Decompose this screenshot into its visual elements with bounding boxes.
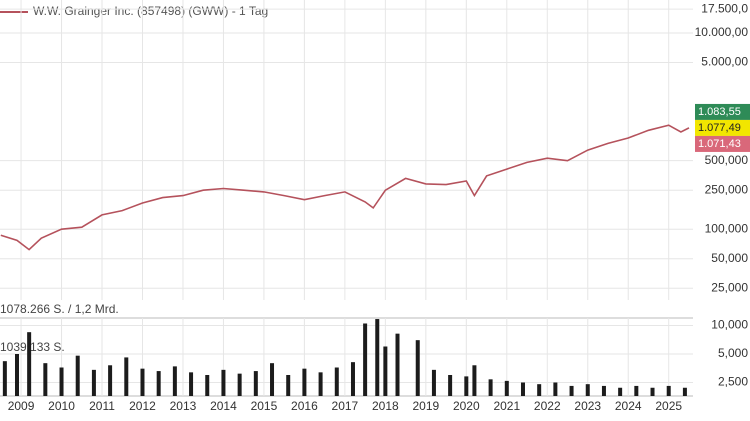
volume-bar — [395, 333, 400, 396]
volume-bar — [504, 380, 509, 396]
y-tick-label: 10,000 — [711, 318, 748, 332]
volume-bar — [2, 361, 7, 396]
volume-bar — [375, 319, 380, 396]
x-tick-label: 2020 — [453, 399, 480, 413]
x-tick-label: 2018 — [372, 399, 399, 413]
volume-bar — [75, 355, 80, 396]
volume-bar — [140, 368, 145, 396]
volume-bar — [601, 385, 606, 396]
y-tick-label: 2,500 — [718, 375, 748, 389]
volume-bar — [415, 340, 420, 396]
y-tick-label: 500,000 — [705, 153, 749, 167]
volume-bar — [618, 387, 623, 396]
x-tick-label: 2022 — [534, 399, 561, 413]
volume-bar — [124, 357, 129, 396]
chart-title: W.W. Grainger Inc. (857498) (GWW) - 1 Ta… — [33, 4, 268, 18]
volume-bar — [363, 323, 368, 396]
volume-bar — [350, 362, 355, 396]
volume-bar — [448, 374, 453, 396]
y-tick-label: 5.000,00 — [701, 55, 748, 69]
volume-bar — [302, 368, 307, 396]
x-tick-label: 2019 — [412, 399, 439, 413]
volume-bar — [205, 374, 210, 396]
volume-bar — [270, 363, 275, 396]
price-label: 1.077,49 — [698, 122, 741, 134]
x-tick-label: 2016 — [291, 399, 318, 413]
x-tick-label: 2012 — [129, 399, 156, 413]
y-tick-label: 50,000 — [711, 251, 748, 265]
volume-bar — [91, 369, 96, 396]
x-tick-label: 2013 — [170, 399, 197, 413]
volume-bar — [585, 384, 590, 396]
price-label-box — [695, 103, 750, 120]
y-tick-label: 250,000 — [705, 182, 749, 196]
x-tick-label: 2024 — [615, 399, 642, 413]
volume-bar — [520, 382, 525, 396]
volume-bar — [189, 372, 194, 396]
volume-bar — [108, 365, 113, 396]
volume-annotation: 1078.266 S. / 1,2 Mrd. — [0, 302, 119, 316]
price-label: 1.083,55 — [698, 106, 741, 118]
volume-bar — [59, 367, 64, 396]
y-tick-label: 25,000 — [711, 280, 748, 294]
price-label-box — [695, 135, 750, 152]
volume-bar — [156, 371, 161, 396]
x-tick-label: 2010 — [48, 399, 75, 413]
x-tick-label: 2009 — [8, 399, 35, 413]
volume-bar — [318, 372, 323, 396]
x-tick-label: 2023 — [574, 399, 601, 413]
y-tick-label: 100,000 — [705, 221, 749, 235]
volume-bar — [383, 346, 388, 396]
price-label-box — [695, 119, 750, 136]
x-tick-label: 2021 — [493, 399, 520, 413]
price-line — [0, 124, 690, 251]
volume-bar — [488, 379, 493, 396]
volume-bar — [253, 371, 258, 396]
x-tick-label: 2015 — [251, 399, 278, 413]
volume-bar — [682, 387, 687, 396]
volume-bar — [286, 374, 291, 396]
volume-bar — [172, 366, 177, 396]
x-tick-label: 2014 — [210, 399, 237, 413]
volume-bar — [553, 382, 558, 396]
volume-bar — [221, 369, 226, 396]
price-label: 1.071,43 — [698, 138, 741, 150]
volume-bar — [43, 363, 48, 396]
volume-bar — [569, 385, 574, 396]
volume-bar — [650, 387, 655, 396]
volume-bar — [27, 332, 32, 396]
volume-bar — [15, 353, 20, 396]
volume-bar — [334, 367, 339, 396]
volume-bar — [634, 385, 639, 396]
volume-annotation: 1039.133 S. — [0, 340, 65, 354]
y-tick-label: 5,000 — [718, 346, 748, 360]
volume-bar — [537, 384, 542, 396]
volume-bar — [431, 369, 436, 396]
volume-bar — [237, 373, 242, 396]
volume-bar — [464, 376, 469, 396]
y-tick-label: 17.500,0 — [701, 1, 748, 15]
x-tick-label: 2017 — [332, 399, 359, 413]
volume-bar — [472, 365, 477, 396]
x-tick-label: 2011 — [89, 399, 115, 413]
volume-bar — [666, 385, 671, 396]
y-tick-label: 10.000,00 — [695, 25, 749, 39]
x-tick-label: 2025 — [655, 399, 682, 413]
